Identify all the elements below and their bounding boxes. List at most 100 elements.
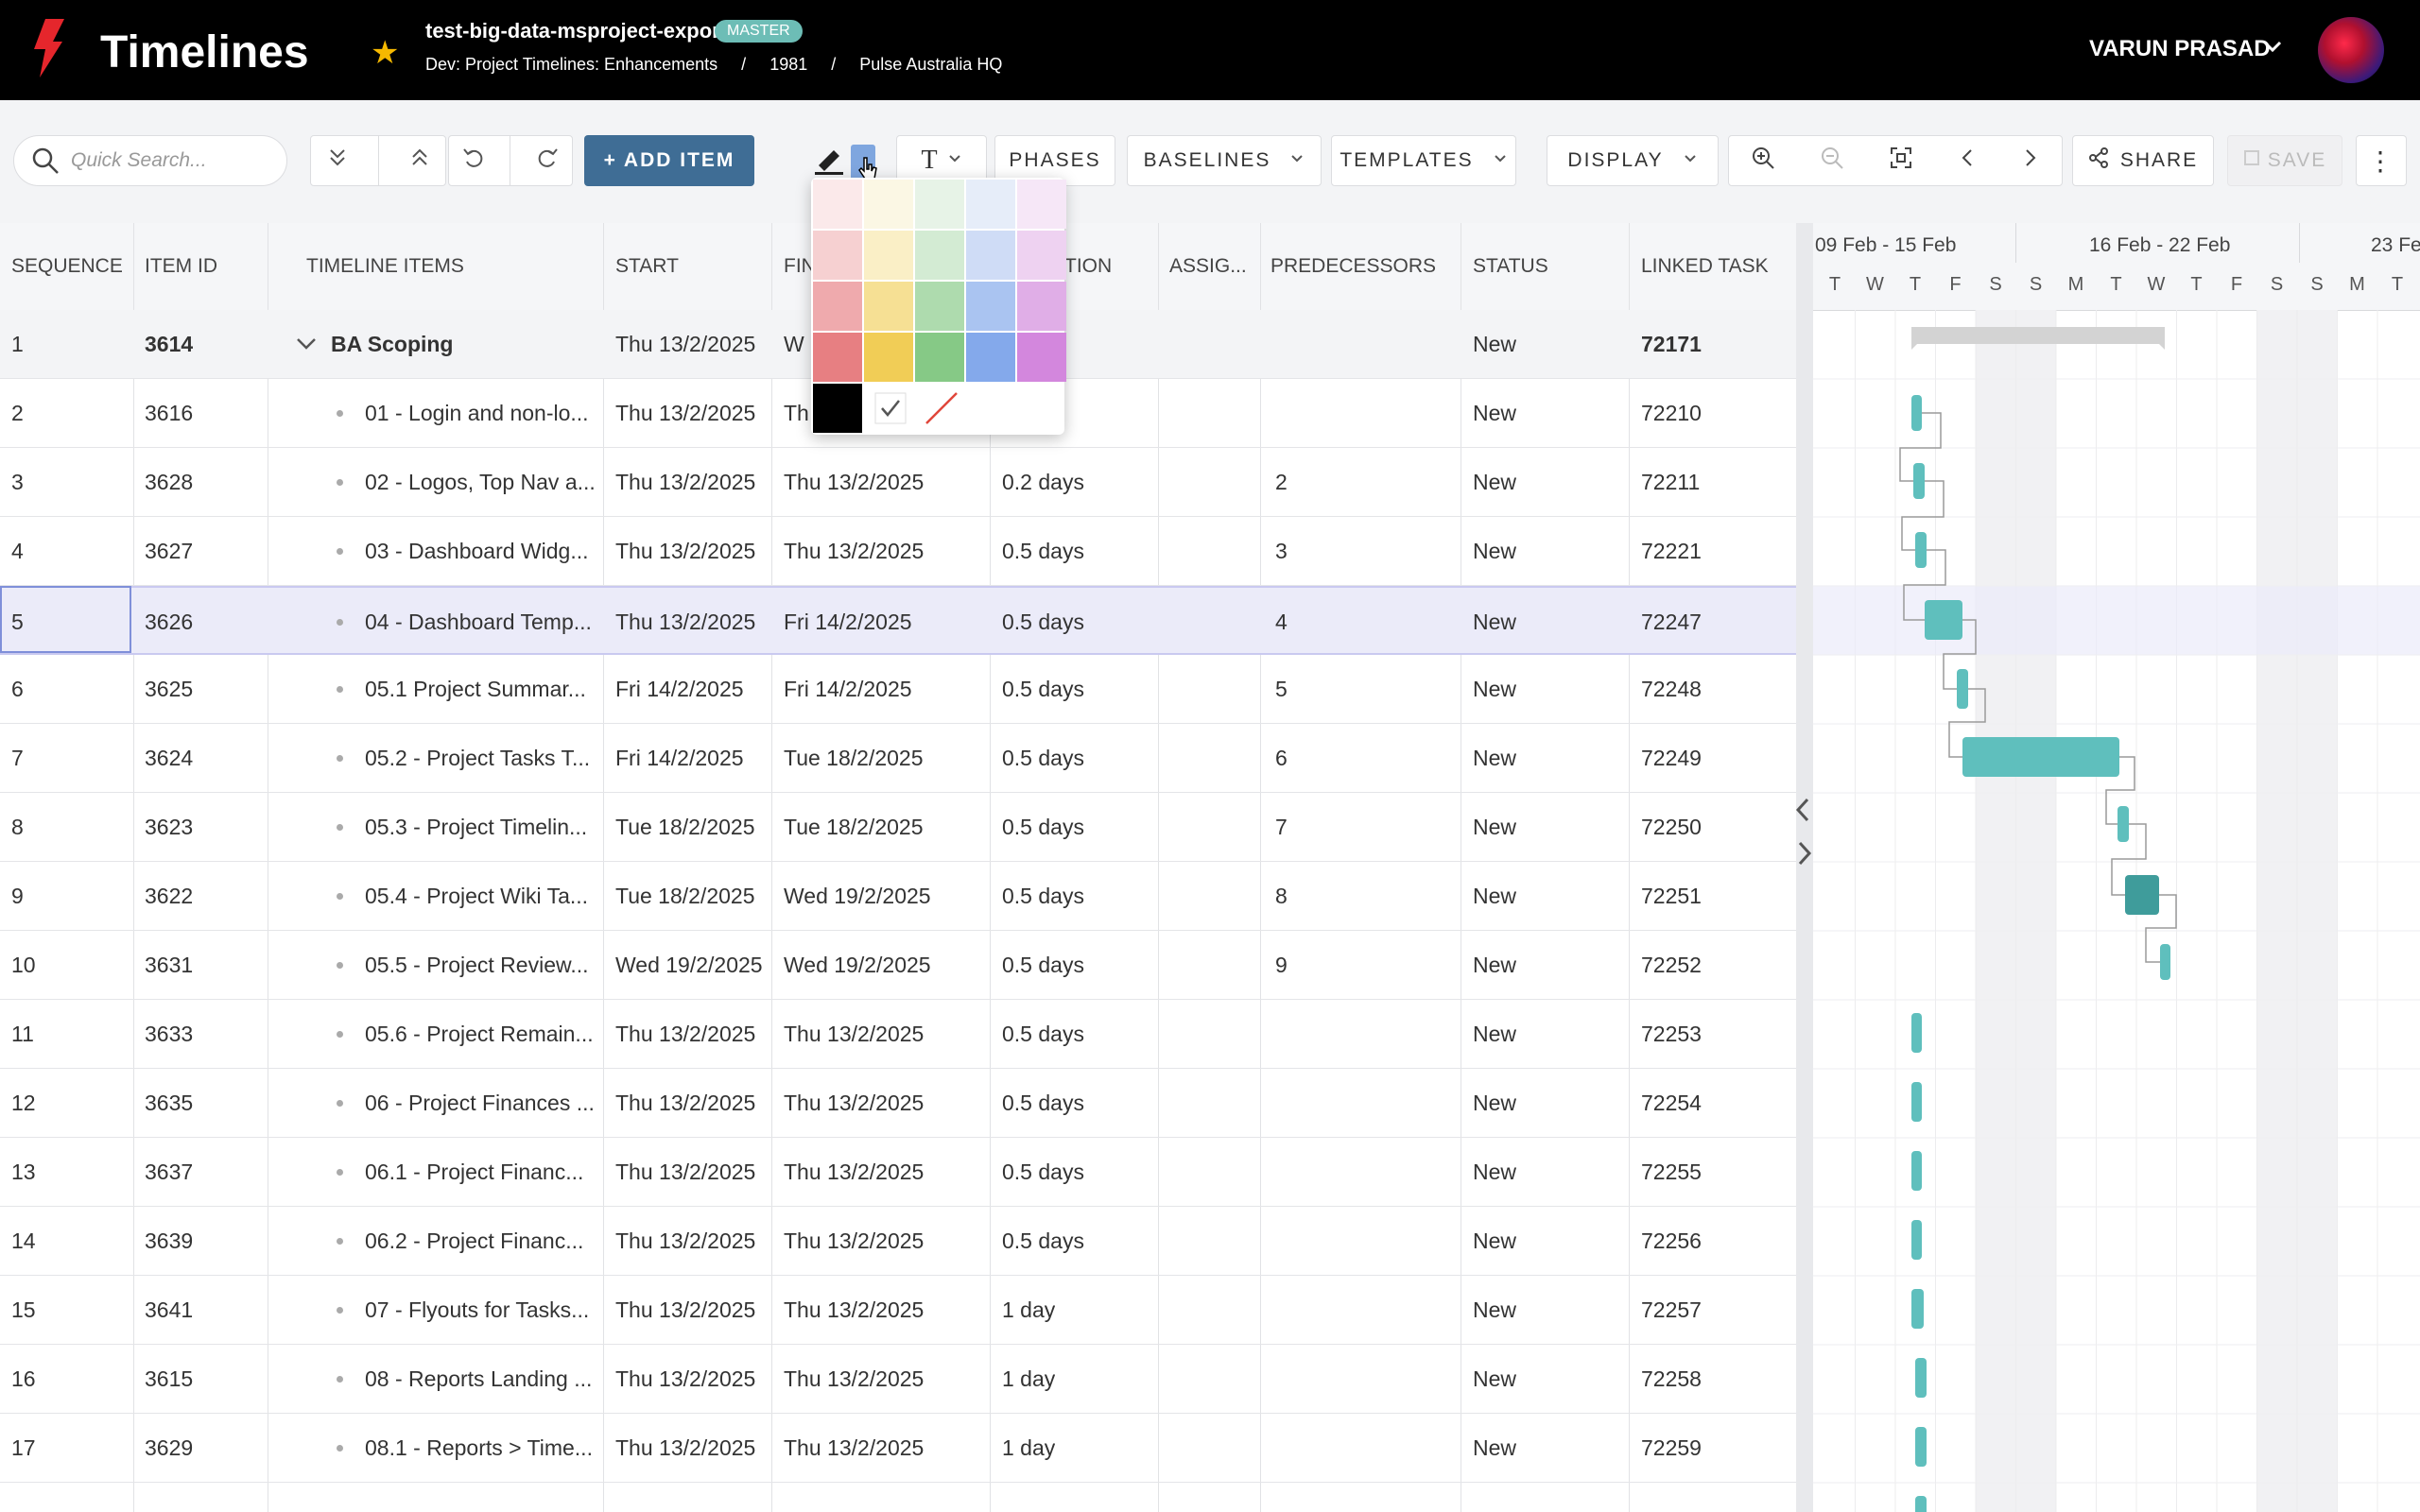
collapse-left-icon[interactable] [1792, 796, 1813, 829]
cell-predecessors[interactable]: 9 [1275, 953, 1288, 977]
cell-start[interactable]: Fri 14/2/2025 [615, 746, 744, 770]
cell-predecessors[interactable]: 7 [1275, 815, 1288, 839]
column-divider[interactable] [1629, 223, 1630, 1512]
cell-item-id[interactable]: 3625 [145, 677, 194, 701]
scroll-left-icon[interactable] [1958, 146, 1977, 175]
cell-item-id[interactable]: 3614 [145, 332, 194, 356]
cell-linked-task[interactable]: 72171 [1641, 332, 1702, 356]
cell-finish[interactable]: Fri 14/2/2025 [784, 677, 912, 701]
cell-timeline-item[interactable]: 03 - Dashboard Widg... [365, 539, 589, 563]
cell-finish[interactable]: Wed 19/2/2025 [784, 884, 931, 908]
color-swatch[interactable] [1017, 231, 1066, 280]
cell-linked-task[interactable]: 72254 [1641, 1091, 1702, 1115]
cell-finish[interactable]: Thu 13/2/2025 [784, 1022, 925, 1046]
cell-finish[interactable]: Thu 13/2/2025 [784, 1297, 925, 1322]
cell-status[interactable]: New [1473, 884, 1517, 908]
cell-duration[interactable]: 0.2 days [1002, 470, 1084, 494]
fit-to-screen-icon[interactable] [1889, 146, 1913, 176]
cell-finish[interactable]: Tue 18/2/2025 [784, 815, 924, 839]
cell-predecessors[interactable]: 5 [1275, 677, 1288, 701]
table-row[interactable]: 9 3622 05.4 - Project Wiki Ta... Tue 18/2/2… [0, 862, 1796, 931]
table-row[interactable]: 13 3637 06.1 - Project Financ... Thu 13/2/2… [0, 1138, 1796, 1207]
cell-start[interactable]: Thu 13/2/2025 [615, 1366, 756, 1391]
cell-finish[interactable]: Th [784, 401, 809, 425]
column-divider[interactable] [133, 223, 134, 1512]
cell-start[interactable]: Thu 13/2/2025 [615, 1228, 756, 1253]
cell-item-id[interactable]: 3639 [145, 1228, 194, 1253]
cell-sequence[interactable]: 16 [11, 1366, 36, 1391]
cell-item-id[interactable]: 3635 [145, 1091, 194, 1115]
color-swatch[interactable] [915, 282, 964, 331]
cell-status[interactable]: New [1473, 1228, 1517, 1253]
cell-timeline-item[interactable]: 06.2 - Project Financ... [365, 1228, 584, 1253]
cell-linked-task[interactable]: 72251 [1641, 884, 1702, 908]
cell-status[interactable]: New [1473, 1297, 1517, 1322]
cell-timeline-item[interactable]: 07 - Flyouts for Tasks... [365, 1297, 590, 1322]
column-header-predecessors[interactable]: PREDECESSORS [1270, 255, 1437, 277]
cell-status[interactable]: New [1473, 815, 1517, 839]
cell-start[interactable]: Thu 13/2/2025 [615, 401, 756, 425]
cell-linked-task[interactable]: 72253 [1641, 1022, 1702, 1046]
cell-item-id[interactable]: 3624 [145, 746, 194, 770]
column-header-linked-task[interactable]: LINKED TASK [1641, 255, 1769, 277]
no-color-icon[interactable] [917, 384, 966, 433]
cell-item-id[interactable]: 3622 [145, 884, 194, 908]
cell-linked-task[interactable]: 72249 [1641, 746, 1702, 770]
cell-item-id[interactable]: 3626 [145, 610, 194, 634]
cell-duration[interactable]: 0.5 days [1002, 815, 1084, 839]
color-swatch[interactable] [864, 180, 913, 229]
column-header-assignee[interactable]: ASSIG... [1169, 255, 1247, 277]
color-swatch[interactable] [864, 333, 913, 382]
color-swatch[interactable] [813, 333, 862, 382]
add-item-button[interactable]: + ADD ITEM [584, 135, 754, 186]
table-row[interactable]: 6 3625 05.1 Project Summar... Fri 14/2/2025… [0, 655, 1796, 724]
cell-finish[interactable]: Fri 14/2/2025 [784, 610, 912, 634]
cell-start[interactable]: Thu 13/2/2025 [615, 332, 756, 356]
cell-linked-task[interactable]: 72257 [1641, 1297, 1702, 1322]
color-swatch[interactable] [813, 231, 862, 280]
cell-sequence[interactable]: 6 [11, 677, 24, 701]
cell-linked-task[interactable]: 72210 [1641, 401, 1702, 425]
search-input[interactable]: Quick Search... [13, 135, 287, 186]
pane-splitter[interactable] [1796, 223, 1813, 1512]
color-swatch[interactable] [864, 282, 913, 331]
cell-timeline-item[interactable]: 08 - Reports Landing ... [365, 1366, 593, 1391]
cell-status[interactable]: New [1473, 1091, 1517, 1115]
cell-item-id[interactable]: 3641 [145, 1297, 194, 1322]
cell-sequence[interactable]: 17 [11, 1435, 36, 1460]
cell-finish[interactable]: Thu 13/2/2025 [784, 1160, 925, 1184]
cell-timeline-item[interactable]: 06 - Project Finances ... [365, 1091, 595, 1115]
cell-linked-task[interactable]: 72248 [1641, 677, 1702, 701]
cell-status[interactable]: New [1473, 470, 1517, 494]
cell-timeline-item[interactable]: BA Scoping [331, 332, 454, 356]
cell-status[interactable]: New [1473, 539, 1517, 563]
column-divider[interactable] [1260, 223, 1261, 1512]
breadcrumb-program[interactable]: Dev: Project Timelines: Enhancements [425, 55, 718, 74]
color-swatch[interactable] [915, 231, 964, 280]
cell-finish[interactable]: Thu 13/2/2025 [784, 1435, 925, 1460]
color-swatch[interactable] [915, 180, 964, 229]
cell-timeline-item[interactable]: 04 - Dashboard Temp... [365, 610, 592, 634]
cell-finish[interactable]: Thu 13/2/2025 [784, 470, 925, 494]
cell-duration[interactable]: 0.5 days [1002, 539, 1084, 563]
cell-duration[interactable]: 0.5 days [1002, 1160, 1084, 1184]
color-swatch[interactable] [966, 333, 1015, 382]
templates-dropdown[interactable]: TEMPLATES [1331, 135, 1516, 186]
table-row[interactable]: 8 3623 05.3 - Project Timelin... Tue 18/2/2… [0, 793, 1796, 862]
cell-linked-task[interactable]: 72250 [1641, 815, 1702, 839]
column-header-timeline-items[interactable]: TIMELINE ITEMS [306, 255, 464, 277]
favorite-star-icon[interactable]: ★ [371, 35, 400, 71]
table-row[interactable]: 4 3627 03 - Dashboard Widg... Thu 13/2/2025… [0, 517, 1796, 586]
cell-duration[interactable]: 0.5 days [1002, 1022, 1084, 1046]
cell-item-id[interactable]: 3628 [145, 470, 194, 494]
more-options-icon[interactable]: ⋮ [2356, 135, 2407, 186]
cell-sequence[interactable]: 15 [11, 1297, 36, 1322]
table-row[interactable]: 3 3628 02 - Logos, Top Nav a... Thu 13/2/20… [0, 448, 1796, 517]
cell-item-id[interactable]: 3627 [145, 539, 194, 563]
cell-sequence[interactable]: 8 [11, 815, 24, 839]
cell-duration[interactable]: 0.5 days [1002, 610, 1084, 634]
cell-duration[interactable]: 0.5 days [1002, 1228, 1084, 1253]
cell-duration[interactable]: 0.5 days [1002, 677, 1084, 701]
cell-predecessors[interactable]: 3 [1275, 539, 1288, 563]
cell-timeline-item[interactable]: 06.1 - Project Financ... [365, 1160, 584, 1184]
